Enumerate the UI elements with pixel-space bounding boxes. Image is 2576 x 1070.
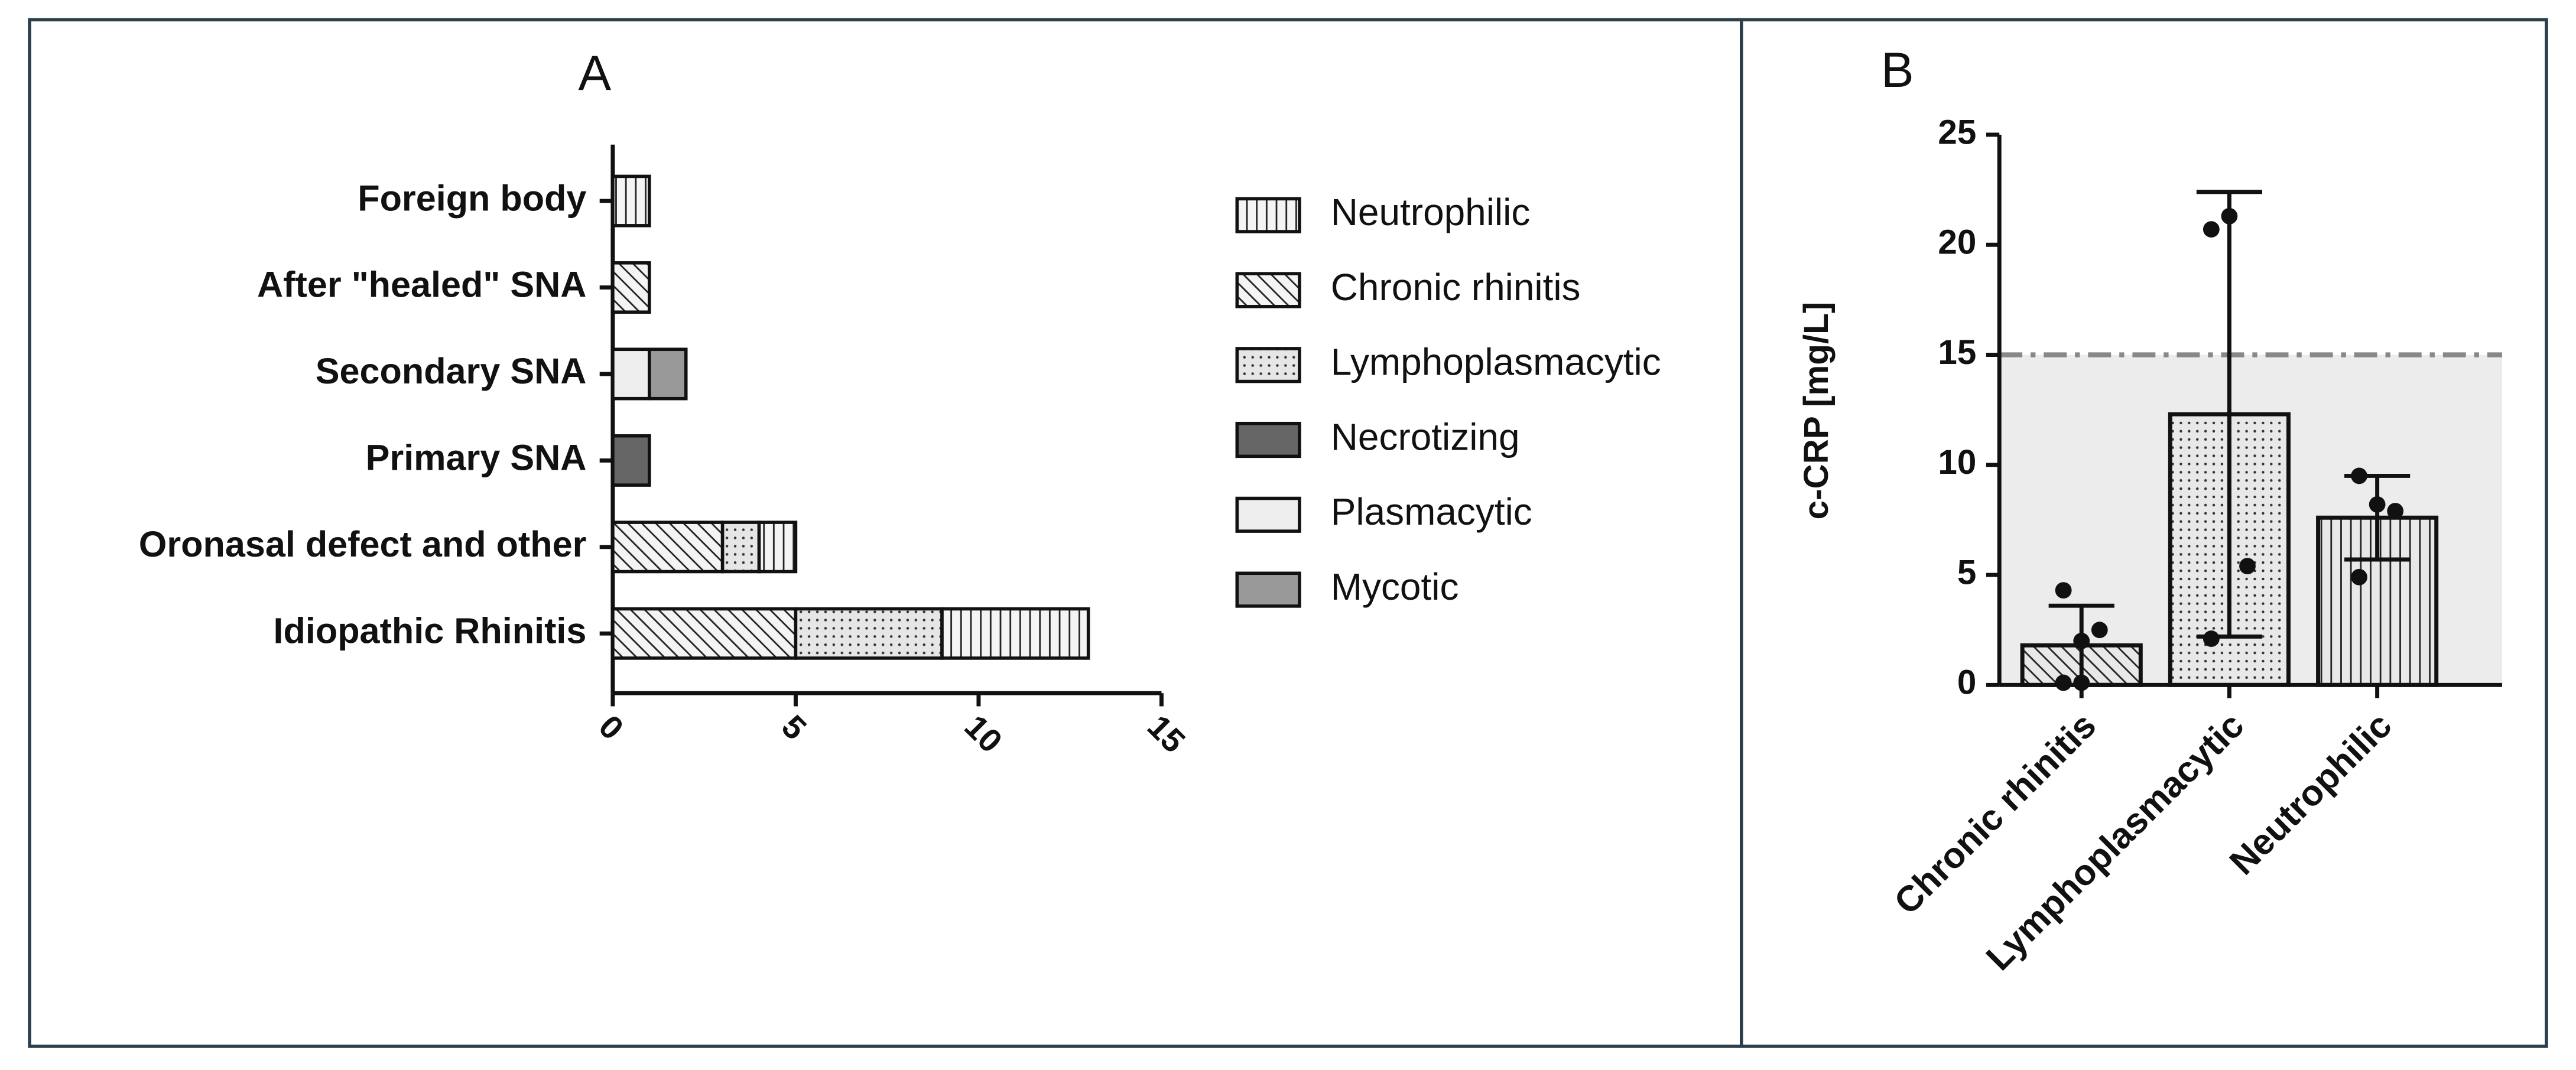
data-point [2221,207,2238,225]
legend-label: Chronic rhinitis [1331,266,1581,308]
x-tick-label: 10 [957,708,1009,760]
x-tick-label: 5 [775,708,814,747]
data-point [2091,622,2108,639]
bar-segment [757,521,798,574]
legend-swatch [1235,347,1301,383]
y-tick-label: Oronasal defect and other [139,524,587,564]
panel-a-title: A [579,46,612,101]
legend-label: Lymphoplasmacytic [1331,341,1661,383]
bar-segment [611,174,651,227]
bar-segment [611,434,651,487]
legend-swatch [1235,421,1301,458]
legend-label: Necrotizing [1331,415,1520,458]
y-tick-label: 15 [1938,333,1976,372]
y-tick-label: 0 [1957,664,1976,702]
bar-segment [611,521,725,574]
legend-label: Plasmacytic [1331,490,1532,533]
bar-segment [611,347,651,401]
y-tick-label: Secondary SNA [316,351,587,391]
x-tick-label: Lymphoplasmacytic [1979,705,2252,978]
data-point [2369,496,2386,513]
bar-segment [794,607,944,660]
legend-swatch [1235,571,1301,608]
x-tick-label: 0 [592,708,631,747]
data-point [2055,674,2072,691]
data-point [2203,221,2220,238]
frame [28,18,2548,1048]
legend-swatch [1235,496,1301,533]
y-axis-label: c-CRP [mg/L] [1797,302,1836,520]
bar-segment [611,261,651,314]
bar-segment [720,521,761,574]
data-point [2055,582,2072,599]
bar-segment [648,347,688,401]
legend-label: Neutrophilic [1331,191,1531,233]
bar-segment [611,607,798,660]
legend-swatch [1235,272,1301,308]
panel-b-title: B [1881,43,1914,97]
y-tick-label: Idiopathic Rhinitis [274,610,587,651]
y-tick-label: Foreign body [358,178,586,218]
data-point [2351,467,2367,484]
data-point [2351,568,2367,586]
legend-label: Mycotic [1331,565,1459,608]
data-point [2203,630,2220,647]
y-tick-label: 10 [1938,443,1976,482]
y-tick-label: Primary SNA [366,438,587,478]
legend-swatch [1235,197,1301,233]
y-tick-label: After "healed" SNA [257,265,586,305]
bar-segment [940,607,1090,660]
data-point [2239,558,2256,575]
y-tick-label: 25 [1938,113,1976,151]
data-point [2387,503,2404,519]
x-tick-label: 15 [1141,708,1193,760]
y-tick-label: 20 [1938,223,1976,262]
data-point [2073,632,2090,649]
y-tick-label: 5 [1957,553,1976,591]
